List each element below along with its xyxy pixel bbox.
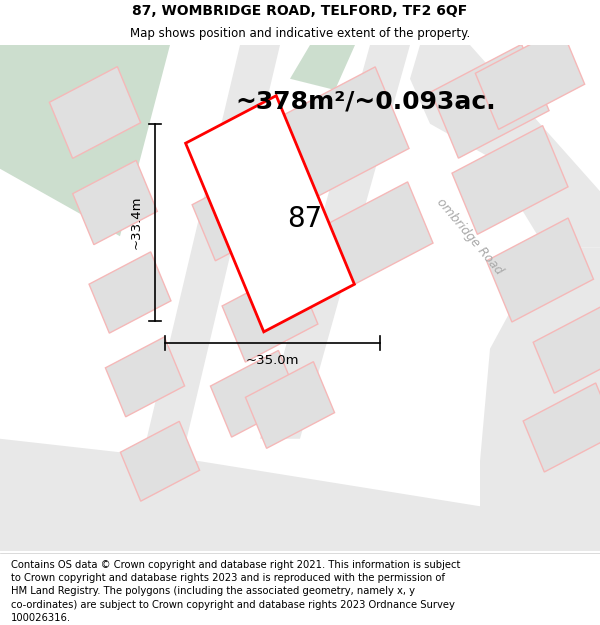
Polygon shape bbox=[73, 161, 157, 244]
Polygon shape bbox=[192, 167, 288, 261]
Polygon shape bbox=[317, 182, 433, 291]
Polygon shape bbox=[222, 268, 318, 362]
Polygon shape bbox=[0, 45, 170, 236]
Polygon shape bbox=[121, 421, 200, 501]
Text: 87: 87 bbox=[287, 206, 323, 233]
Polygon shape bbox=[431, 44, 549, 158]
Polygon shape bbox=[211, 351, 299, 437]
Polygon shape bbox=[260, 45, 410, 439]
Text: Map shows position and indicative extent of the property.: Map shows position and indicative extent… bbox=[130, 28, 470, 40]
Text: Contains OS data © Crown copyright and database right 2021. This information is : Contains OS data © Crown copyright and d… bbox=[11, 560, 460, 623]
Polygon shape bbox=[533, 304, 600, 393]
Polygon shape bbox=[290, 45, 355, 90]
Polygon shape bbox=[523, 383, 600, 472]
Text: ombridge Road: ombridge Road bbox=[434, 196, 506, 277]
Polygon shape bbox=[410, 45, 600, 248]
Text: 87, WOMBRIDGE ROAD, TELFORD, TF2 6QF: 87, WOMBRIDGE ROAD, TELFORD, TF2 6QF bbox=[133, 4, 467, 18]
Polygon shape bbox=[185, 96, 355, 332]
Polygon shape bbox=[475, 28, 584, 129]
Polygon shape bbox=[49, 67, 140, 158]
Text: ~33.4m: ~33.4m bbox=[130, 196, 143, 249]
Text: ~35.0m: ~35.0m bbox=[246, 354, 299, 367]
Polygon shape bbox=[487, 218, 593, 322]
Polygon shape bbox=[89, 252, 171, 333]
Polygon shape bbox=[452, 126, 568, 234]
Polygon shape bbox=[106, 337, 185, 417]
Polygon shape bbox=[480, 248, 600, 551]
Polygon shape bbox=[0, 439, 600, 551]
Text: ~378m²/~0.093ac.: ~378m²/~0.093ac. bbox=[235, 89, 496, 113]
Polygon shape bbox=[245, 362, 335, 448]
Polygon shape bbox=[120, 45, 280, 551]
Polygon shape bbox=[271, 67, 409, 203]
